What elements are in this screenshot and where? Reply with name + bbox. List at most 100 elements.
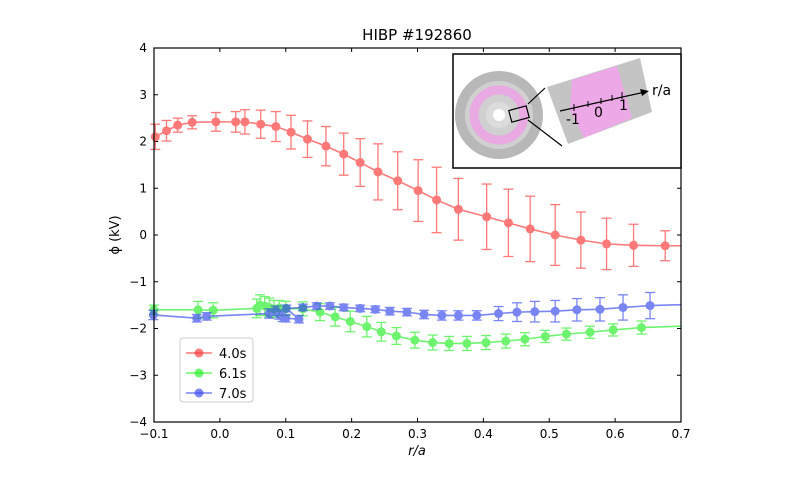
legend: 4.0s 6.1s 7.0s xyxy=(179,337,254,403)
data-point xyxy=(294,314,304,324)
x-tick-label: 0.1 xyxy=(276,427,295,441)
plasma-ring xyxy=(469,85,529,145)
data-point xyxy=(321,141,331,151)
data-point xyxy=(312,301,322,311)
data-point xyxy=(402,307,412,317)
series-7.0s xyxy=(148,291,682,324)
data-point xyxy=(325,301,335,311)
data-point xyxy=(339,149,349,159)
data-point xyxy=(437,310,447,320)
data-point xyxy=(520,334,530,344)
y-tick-label: 0 xyxy=(139,228,147,242)
x-tick-label: 0.2 xyxy=(342,427,361,441)
data-point xyxy=(432,195,442,205)
data-point xyxy=(281,303,291,313)
legend-item: 7.0s xyxy=(186,387,247,402)
data-point xyxy=(413,186,423,196)
data-point xyxy=(530,307,540,317)
legend-marker xyxy=(194,348,204,358)
legend-item: 6.1s xyxy=(186,367,247,382)
series-line xyxy=(154,121,681,247)
data-point xyxy=(211,117,221,127)
data-point xyxy=(385,306,395,316)
x-tick-label: −0.1 xyxy=(139,427,168,441)
y-tick-label: 4 xyxy=(139,41,147,55)
x-tick-label: 0.4 xyxy=(474,427,493,441)
data-point xyxy=(645,301,655,311)
data-point xyxy=(150,132,160,142)
legend-marker xyxy=(194,368,204,378)
legend-label: 7.0s xyxy=(219,387,247,402)
y-tick-label: −4 xyxy=(129,415,147,429)
data-point xyxy=(281,313,291,323)
y-tick-label: 2 xyxy=(139,135,147,149)
data-point xyxy=(339,302,349,312)
data-point xyxy=(419,309,429,319)
x-axis-label: r/a xyxy=(408,444,426,459)
data-point xyxy=(286,127,296,137)
data-point xyxy=(550,230,560,240)
data-point xyxy=(576,235,586,245)
x-tick-label: 0.0 xyxy=(210,427,229,441)
data-point xyxy=(256,119,266,129)
inset-axis-label: r/a xyxy=(652,83,671,99)
data-point xyxy=(453,204,463,214)
data-point xyxy=(355,158,365,168)
inset-tick-label: 1 xyxy=(619,98,628,114)
y-axis-label: ϕ (kV) xyxy=(108,215,123,254)
y-tick-label: −1 xyxy=(129,275,147,289)
data-point xyxy=(572,305,582,315)
data-point xyxy=(602,239,612,249)
data-point xyxy=(355,303,365,313)
data-point xyxy=(376,327,386,337)
series-4.0s xyxy=(150,109,681,271)
zoom-region xyxy=(508,105,530,123)
inset-tick-label: 0 xyxy=(594,105,603,121)
plot-frame xyxy=(153,47,682,423)
data-point xyxy=(187,117,197,127)
data-point xyxy=(373,167,383,177)
data-point xyxy=(370,304,380,314)
data-point xyxy=(525,224,535,234)
data-point xyxy=(240,117,250,127)
data-point xyxy=(192,313,202,323)
data-point xyxy=(162,126,172,136)
data-point xyxy=(561,329,571,339)
data-point xyxy=(494,309,504,319)
legend-marker xyxy=(194,388,204,398)
data-point xyxy=(193,305,203,315)
legend-label: 4.0s xyxy=(219,347,247,362)
data-point xyxy=(501,336,511,346)
data-point xyxy=(618,302,628,312)
data-point xyxy=(428,338,438,348)
y-tick-label: 1 xyxy=(139,181,147,195)
legend-item: 4.0s xyxy=(186,347,247,362)
data-point xyxy=(481,338,491,348)
data-point xyxy=(393,176,403,186)
data-point xyxy=(298,302,308,312)
data-point xyxy=(173,120,183,130)
data-point xyxy=(345,316,355,326)
data-point xyxy=(595,304,605,314)
data-point xyxy=(148,310,158,320)
data-point xyxy=(540,331,550,341)
data-point xyxy=(302,134,312,144)
x-tick-label: 0.6 xyxy=(606,427,625,441)
y-tick-label: 3 xyxy=(139,88,147,102)
inset-image: r/a -1 0 1 xyxy=(452,53,682,169)
data-point xyxy=(202,311,212,321)
data-point xyxy=(503,218,513,228)
inset-tick-label: -1 xyxy=(566,112,580,128)
data-point xyxy=(444,338,454,348)
data-point xyxy=(271,122,281,132)
data-point xyxy=(330,312,340,322)
data-point xyxy=(585,327,595,337)
data-point xyxy=(208,305,218,315)
x-tick-label: 0.5 xyxy=(540,427,559,441)
data-point xyxy=(636,323,646,333)
data-point xyxy=(472,310,482,320)
legend-label: 6.1s xyxy=(219,367,247,382)
data-point xyxy=(410,335,420,345)
y-tick-label: −3 xyxy=(129,368,147,382)
